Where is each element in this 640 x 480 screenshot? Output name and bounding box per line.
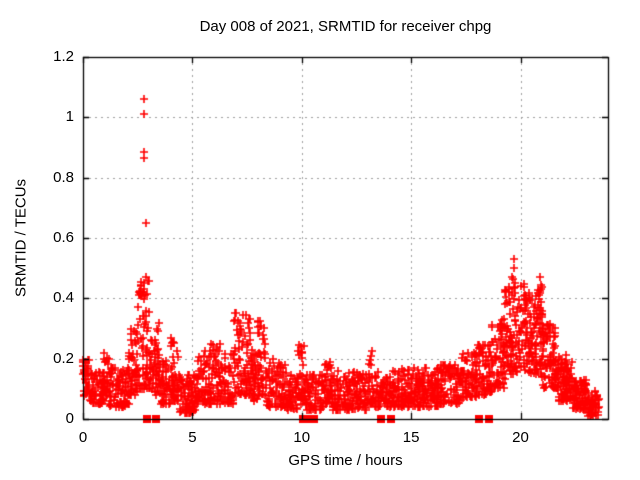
x-tick-label: 0	[78, 429, 88, 446]
x-tick-label: 10	[293, 429, 311, 446]
y-tick-label: 0.2	[53, 349, 74, 367]
y-tick-label: 1	[65, 108, 74, 126]
y-tick-label: 0.6	[53, 229, 74, 246]
x-axis-label: GPS time / hours	[288, 452, 403, 469]
x-tick-label: 5	[188, 429, 197, 446]
x-tick-label: 20	[512, 429, 529, 446]
y-tick-label: 0.4	[53, 289, 74, 307]
y-tick-label: 0.8	[53, 168, 74, 186]
y-tick-label: 0	[65, 410, 74, 427]
chart-title: Day 008 of 2021, SRMTID for receiver chp…	[199, 18, 492, 35]
y-tick-label: 1.2	[53, 48, 74, 65]
x-tick-label: 15	[402, 429, 420, 446]
